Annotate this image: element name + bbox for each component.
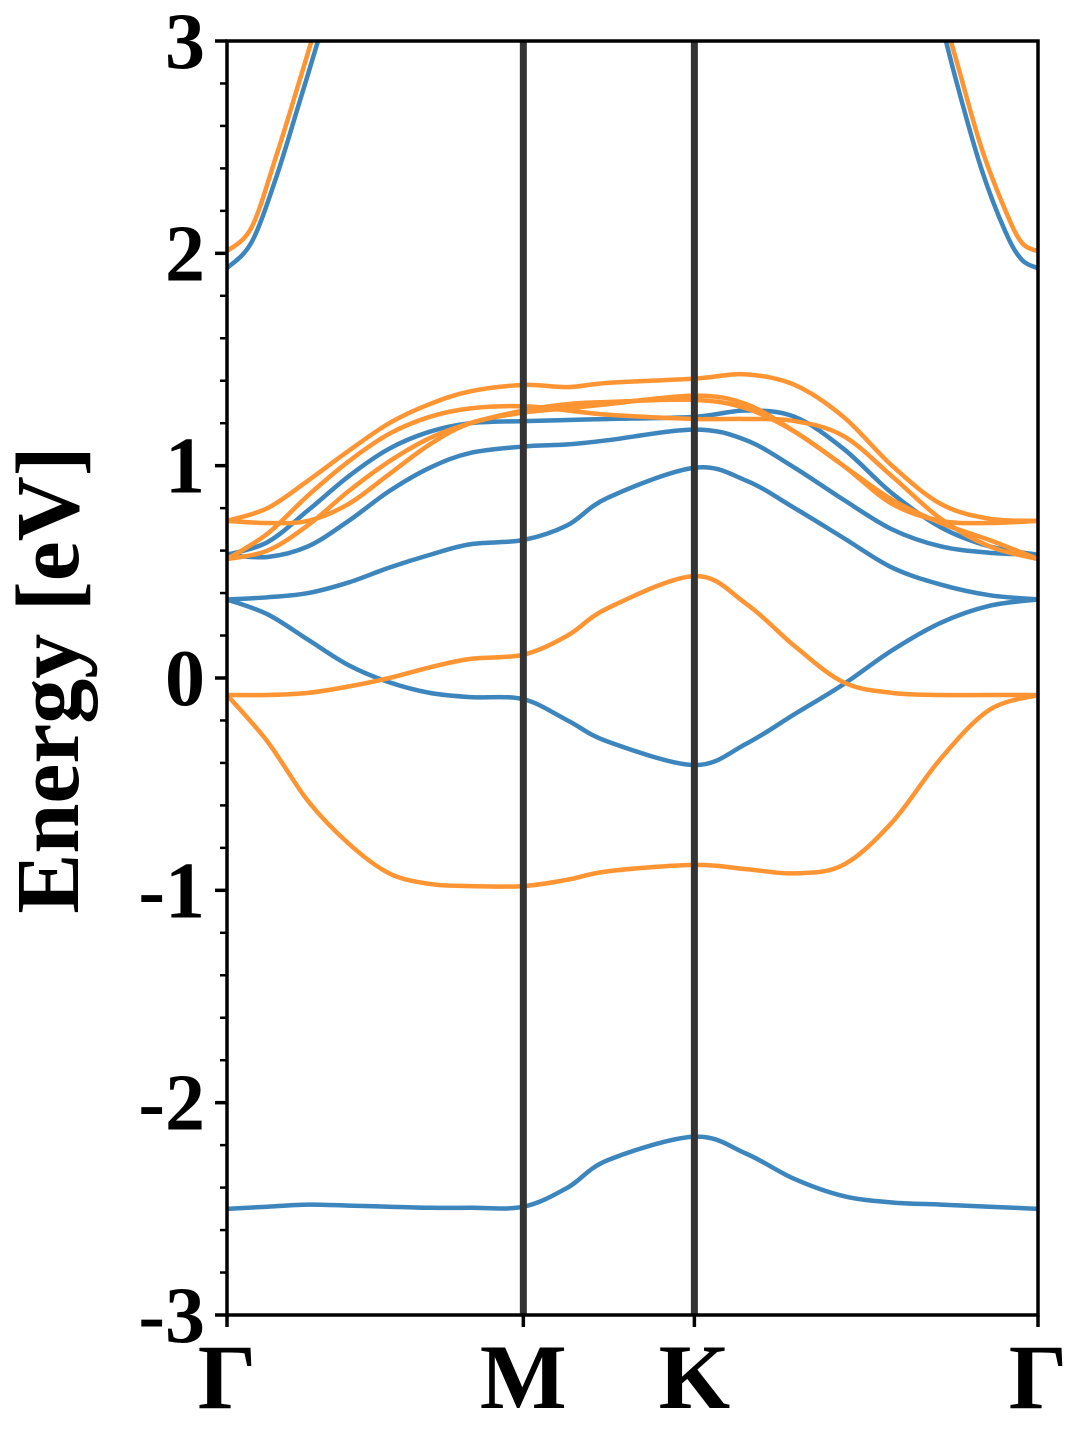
band-line-orange-9 — [227, 573, 1038, 698]
band-line-orange-10 — [227, 692, 1038, 889]
band-line-orange-12 — [227, 393, 1038, 526]
y-tick-label: 0 — [165, 635, 205, 723]
band-line-orange-3 — [948, 41, 1038, 254]
y-tick-label: 3 — [165, 0, 205, 86]
band-line-blue-5 — [227, 597, 1038, 768]
y-tick-label: -3 — [138, 1272, 205, 1360]
x-tick-label: M — [480, 1326, 567, 1428]
band-line-blue-8 — [227, 408, 1038, 558]
y-tick-label: -1 — [138, 847, 205, 935]
axis-ticks — [215, 39, 1040, 1327]
band-line-blue-7 — [227, 427, 1038, 560]
band-line-blue-2 — [943, 41, 1038, 271]
band-line-orange-14 — [227, 397, 1038, 562]
y-tick-label: 2 — [165, 210, 205, 298]
band-line-blue-4 — [227, 1134, 1038, 1212]
band-line-blue-0 — [227, 41, 321, 271]
plot-frame — [225, 39, 1040, 1317]
x-tick-label: Γ — [1009, 1326, 1068, 1428]
high-symmetry-lines — [519, 41, 698, 1315]
band-line-orange-13 — [227, 371, 1038, 524]
band-line-orange-1 — [227, 41, 314, 254]
y-tick-labels: 3 2 1 0 -1 -2 -3 — [138, 0, 205, 1360]
y-axis-title: Energy [eV] — [0, 446, 98, 913]
x-tick-label: Γ — [198, 1326, 257, 1428]
y-tick-label: 1 — [165, 423, 205, 511]
band-lines — [227, 41, 1038, 1212]
band-line-blue-6 — [227, 465, 1038, 602]
band-line-orange-11 — [227, 403, 1038, 562]
y-tick-label: -2 — [138, 1060, 205, 1148]
x-tick-label: K — [659, 1326, 731, 1428]
